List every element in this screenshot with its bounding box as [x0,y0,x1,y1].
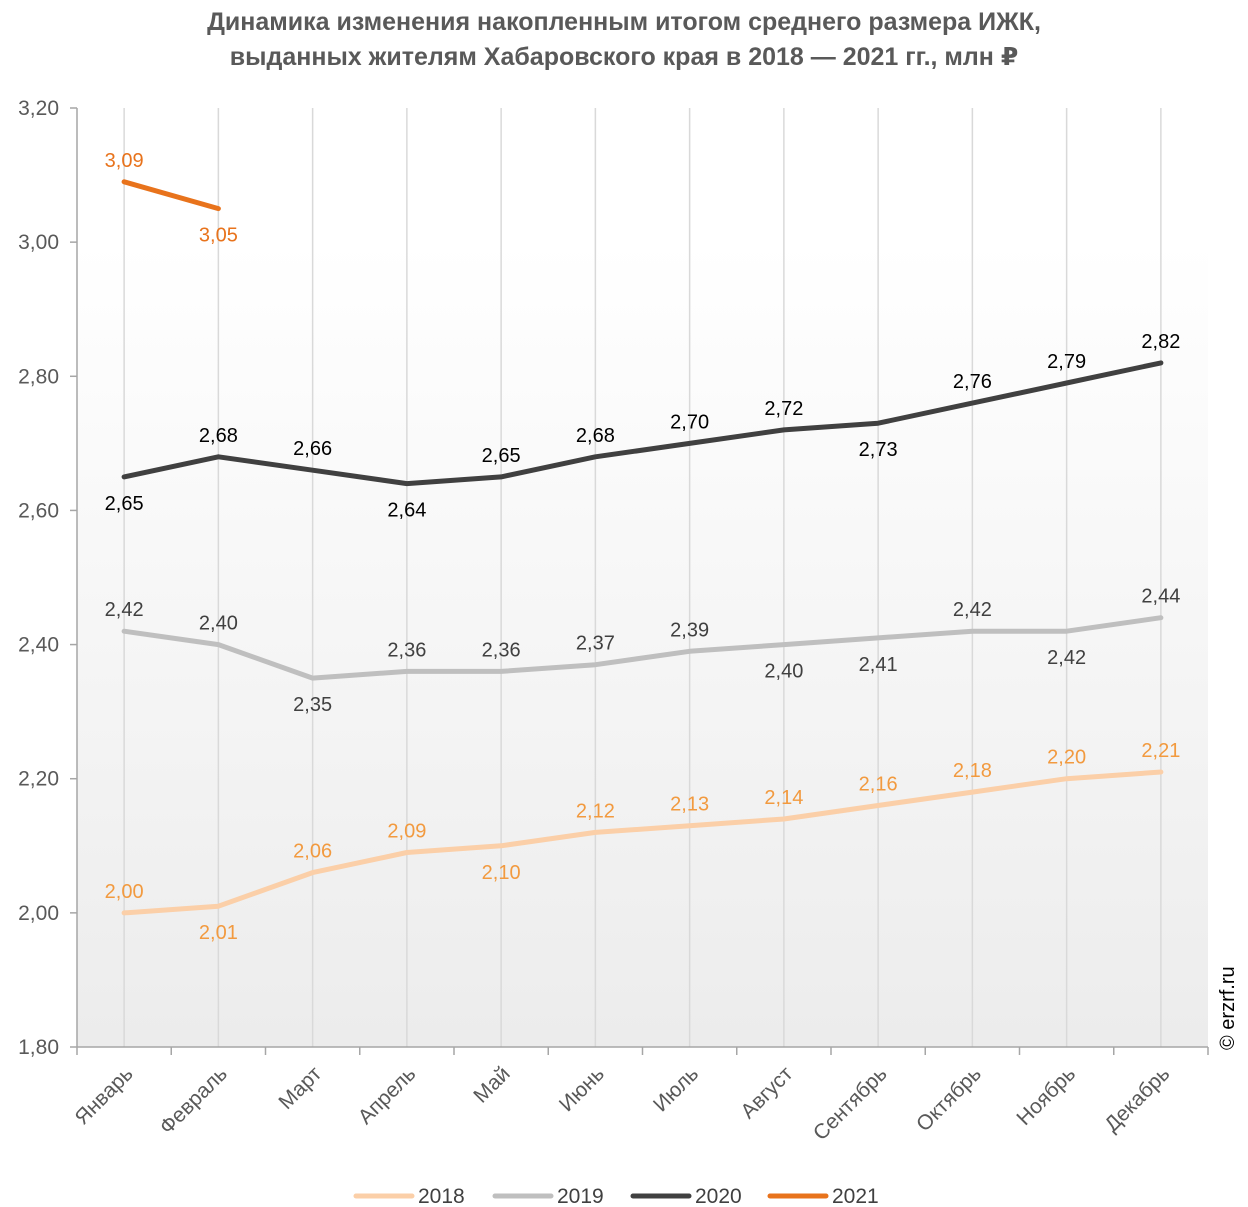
data-label-2020: 2,73 [859,439,898,461]
x-tick-label: Апрель [354,1062,421,1129]
data-label-2018: 2,13 [670,794,709,816]
data-label-2019: 2,42 [953,599,992,621]
series-line-2020 [121,360,1164,487]
data-label-2020: 2,70 [670,411,709,433]
legend-label-2020: 2020 [695,1185,742,1207]
data-label-2018: 2,12 [576,800,615,822]
data-label-2019: 2,40 [764,661,803,683]
data-label-2019: 2,37 [576,633,615,655]
data-label-2021: 3,09 [105,150,144,172]
data-label-2020: 2,66 [293,438,332,460]
legend-label-2018: 2018 [418,1185,465,1207]
x-tick-label: Октябрь [912,1062,986,1136]
data-label-2019: 2,44 [1141,586,1180,608]
data-label-2019: 2,40 [199,613,238,635]
x-tick-label: Ноябрь [1012,1062,1080,1130]
data-label-2020: 2,72 [764,398,803,420]
plot-area [77,242,1208,1047]
x-tick-label: Февраль [155,1062,232,1139]
data-label-2018: 2,10 [482,862,521,884]
data-label-2020: 2,79 [1047,351,1086,373]
data-label-2019: 2,39 [670,619,709,641]
data-label-2019: 2,42 [105,599,144,621]
legend-label-2021: 2021 [832,1185,879,1207]
y-tick-label: 2,80 [18,365,59,388]
data-label-2021: 3,05 [199,225,238,247]
data-label-2019: 2,41 [859,654,898,676]
x-tick-label: Декабрь [1100,1062,1174,1136]
y-tick-label: 1,80 [18,1036,59,1059]
x-tick-label: Июль [649,1062,703,1116]
x-tick-label: Март [274,1062,326,1114]
data-label-2020: 2,65 [105,493,144,515]
data-label-2018: 2,14 [764,787,803,809]
y-tick-label: 3,20 [18,97,59,120]
x-tick-label: Сентябрь [809,1062,892,1145]
data-label-2020: 2,82 [1141,331,1180,353]
series-line-2021 [121,179,221,212]
series-line-2018 [121,769,1164,916]
data-label-2018: 2,16 [859,774,898,796]
data-label-2018: 2,00 [105,881,144,903]
x-tick-label: Июнь [555,1062,609,1116]
x-tick-label: Май [469,1062,514,1107]
data-label-2020: 2,65 [482,445,521,467]
watermark: © erzrf.ru [1217,966,1239,1050]
y-tick-label: 2,00 [18,902,59,925]
data-label-2020: 2,68 [576,425,615,447]
x-tick-label: Январь [70,1062,137,1129]
data-label-2019: 2,35 [293,694,332,716]
data-label-2019: 2,36 [387,639,426,661]
data-label-2018: 2,18 [953,760,992,782]
chart-title-line-2: выданных жителям Хабаровского края в 201… [229,43,1019,71]
y-tick-label: 3,00 [18,231,59,254]
y-tick-label: 2,40 [18,634,59,657]
y-tick-label: 2,60 [18,499,59,522]
data-label-2018: 2,21 [1141,740,1180,762]
series-line-2019 [121,615,1164,681]
chart-title-line-1: Динамика изменения накопленным итогом ср… [207,8,1041,36]
x-tick-label: Август [736,1062,797,1123]
data-label-2018: 2,06 [293,841,332,863]
data-label-2019: 2,36 [482,639,521,661]
data-label-2020: 2,76 [953,371,992,393]
data-label-2020: 2,68 [199,425,238,447]
data-label-2018: 2,09 [387,820,426,842]
legend-label-2019: 2019 [557,1185,604,1207]
data-label-2020: 2,64 [387,500,426,522]
y-tick-label: 2,20 [18,768,59,791]
data-label-2019: 2,42 [1047,647,1086,669]
data-label-2018: 2,20 [1047,747,1086,769]
data-label-2018: 2,01 [199,922,238,944]
